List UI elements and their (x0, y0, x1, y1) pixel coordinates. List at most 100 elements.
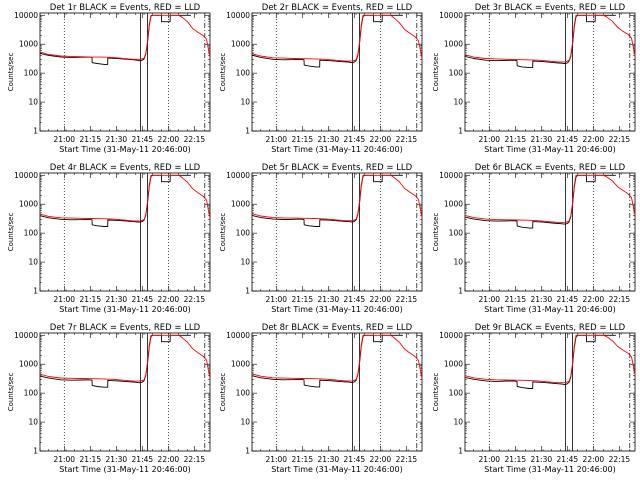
series-events-line (465, 174, 616, 229)
y-tick-label: 10 (453, 418, 463, 427)
x-axis-label: Start Time (31-May-11 20:46:00) (271, 465, 402, 474)
plot-frame (464, 12, 636, 132)
series-lld-line (465, 174, 635, 223)
x-tick-label: 22:00 (370, 295, 392, 304)
series-events-line (252, 334, 403, 388)
x-tick-label: 22:15 (184, 135, 206, 144)
x-tick-label: 21:00 (53, 135, 75, 144)
y-tick-label: 10000 (226, 171, 250, 180)
y-tick-label: 100 (24, 389, 39, 398)
y-tick-label: 1 (245, 127, 250, 136)
y-tick-label: 10000 (439, 11, 463, 20)
y-tick-label: 100 (449, 229, 464, 238)
y-tick-label: 10000 (439, 171, 463, 180)
chart-title: Det 8r BLACK = Events, RED = LLD (262, 323, 413, 333)
series-lld-line (40, 334, 210, 382)
chart-panel-3: Det 3r BLACK = Events, RED = LLD 1 10 100 10… (432, 3, 636, 154)
chart-panel-6: Det 6r BLACK = Events, RED = LLD 1 10 100 10… (432, 163, 636, 314)
plot-frame (39, 172, 211, 292)
x-tick-label: 22:00 (158, 295, 180, 304)
y-tick-label: 100 (236, 389, 251, 398)
plot-area (465, 13, 635, 131)
y-tick-label: 10000 (439, 331, 463, 340)
x-tick-label: 21:00 (478, 455, 500, 464)
plot-frame (251, 172, 423, 292)
x-tick-label: 22:00 (583, 295, 605, 304)
x-axis-label: Start Time (31-May-11 20:46:00) (59, 305, 190, 314)
x-tick-label: 21:45 (132, 135, 154, 144)
chart-title: Det 1r BLACK = Events, RED = LLD (50, 3, 201, 13)
x-tick-label: 21:00 (265, 135, 287, 144)
y-tick-label: 100 (449, 69, 464, 78)
y-axis-label: Counts/sec (219, 373, 227, 412)
x-tick-label: 21:00 (265, 295, 287, 304)
x-tick-label: 22:15 (396, 455, 418, 464)
x-tick-label: 21:00 (53, 295, 75, 304)
x-tick-label: 21:15 (291, 455, 313, 464)
plot-frame (464, 172, 636, 292)
series-lld-line (40, 14, 210, 60)
x-tick-label: 21:00 (478, 135, 500, 144)
y-axis-label: Counts/sec (7, 213, 15, 252)
chart-title: Det 4r BLACK = Events, RED = LLD (50, 163, 201, 173)
x-axis-label: Start Time (31-May-11 20:46:00) (271, 305, 402, 314)
plot-frame (251, 12, 423, 132)
x-tick-label: 21:30 (106, 295, 128, 304)
chart-panel-7: Det 7r BLACK = Events, RED = LLD 1 10 100 10… (7, 323, 211, 474)
y-tick-label: 1 (33, 127, 38, 136)
x-tick-label: 22:00 (370, 135, 392, 144)
x-tick-label: 21:45 (557, 295, 579, 304)
y-tick-label: 100 (236, 229, 251, 238)
y-tick-label: 10000 (226, 331, 250, 340)
x-tick-label: 21:15 (504, 295, 526, 304)
x-tick-label: 22:00 (370, 455, 392, 464)
x-tick-label: 22:00 (583, 135, 605, 144)
x-tick-label: 21:45 (557, 135, 579, 144)
x-tick-label: 21:45 (344, 455, 366, 464)
chart-panel-4: Det 4r BLACK = Events, RED = LLD 1 10 100 10… (7, 163, 211, 314)
y-tick-label: 10000 (14, 331, 38, 340)
series-lld-line (252, 174, 422, 222)
y-tick-label: 10 (28, 98, 38, 107)
chart-panel-2: Det 2r BLACK = Events, RED = LLD 1 10 100 10… (219, 3, 423, 154)
y-tick-label: 1000 (19, 40, 38, 49)
x-tick-label: 21:30 (531, 455, 553, 464)
x-tick-label: 21:00 (265, 455, 287, 464)
plot-area (252, 173, 422, 291)
y-tick-label: 10000 (14, 11, 38, 20)
y-axis-label: Counts/sec (432, 213, 440, 252)
x-tick-label: 21:15 (79, 135, 101, 144)
x-axis-label: Start Time (31-May-11 20:46:00) (484, 145, 615, 154)
x-tick-label: 21:30 (318, 295, 340, 304)
x-tick-label: 22:15 (609, 455, 631, 464)
chart-title: Det 7r BLACK = Events, RED = LLD (50, 323, 201, 333)
y-axis-label: Counts/sec (7, 53, 15, 92)
chart-title: Det 2r BLACK = Events, RED = LLD (262, 3, 413, 13)
y-tick-label: 10 (28, 418, 38, 427)
x-tick-label: 21:45 (557, 455, 579, 464)
x-axis-label: Start Time (31-May-11 20:46:00) (271, 145, 402, 154)
y-tick-label: 1000 (19, 200, 38, 209)
y-tick-label: 1000 (444, 360, 463, 369)
y-tick-label: 10000 (226, 11, 250, 20)
x-tick-label: 21:15 (79, 455, 101, 464)
plot-area (252, 13, 422, 131)
chart-title: Det 5r BLACK = Events, RED = LLD (262, 163, 413, 173)
y-tick-label: 10 (453, 98, 463, 107)
series-events-line (465, 334, 616, 389)
x-tick-label: 21:15 (504, 135, 526, 144)
plot-area (40, 333, 210, 451)
chart-panel-8: Det 8r BLACK = Events, RED = LLD 1 10 100 10… (219, 323, 423, 474)
y-tick-label: 1000 (444, 40, 463, 49)
y-tick-label: 1 (33, 287, 38, 296)
plot-area (465, 173, 635, 291)
y-tick-label: 10 (28, 258, 38, 267)
x-axis-label: Start Time (31-May-11 20:46:00) (484, 465, 615, 474)
y-tick-label: 100 (24, 69, 39, 78)
y-tick-label: 1000 (231, 360, 250, 369)
plot-area (252, 333, 422, 451)
y-tick-label: 1000 (231, 40, 250, 49)
x-tick-label: 21:30 (106, 135, 128, 144)
y-axis-label: Counts/sec (7, 373, 15, 412)
